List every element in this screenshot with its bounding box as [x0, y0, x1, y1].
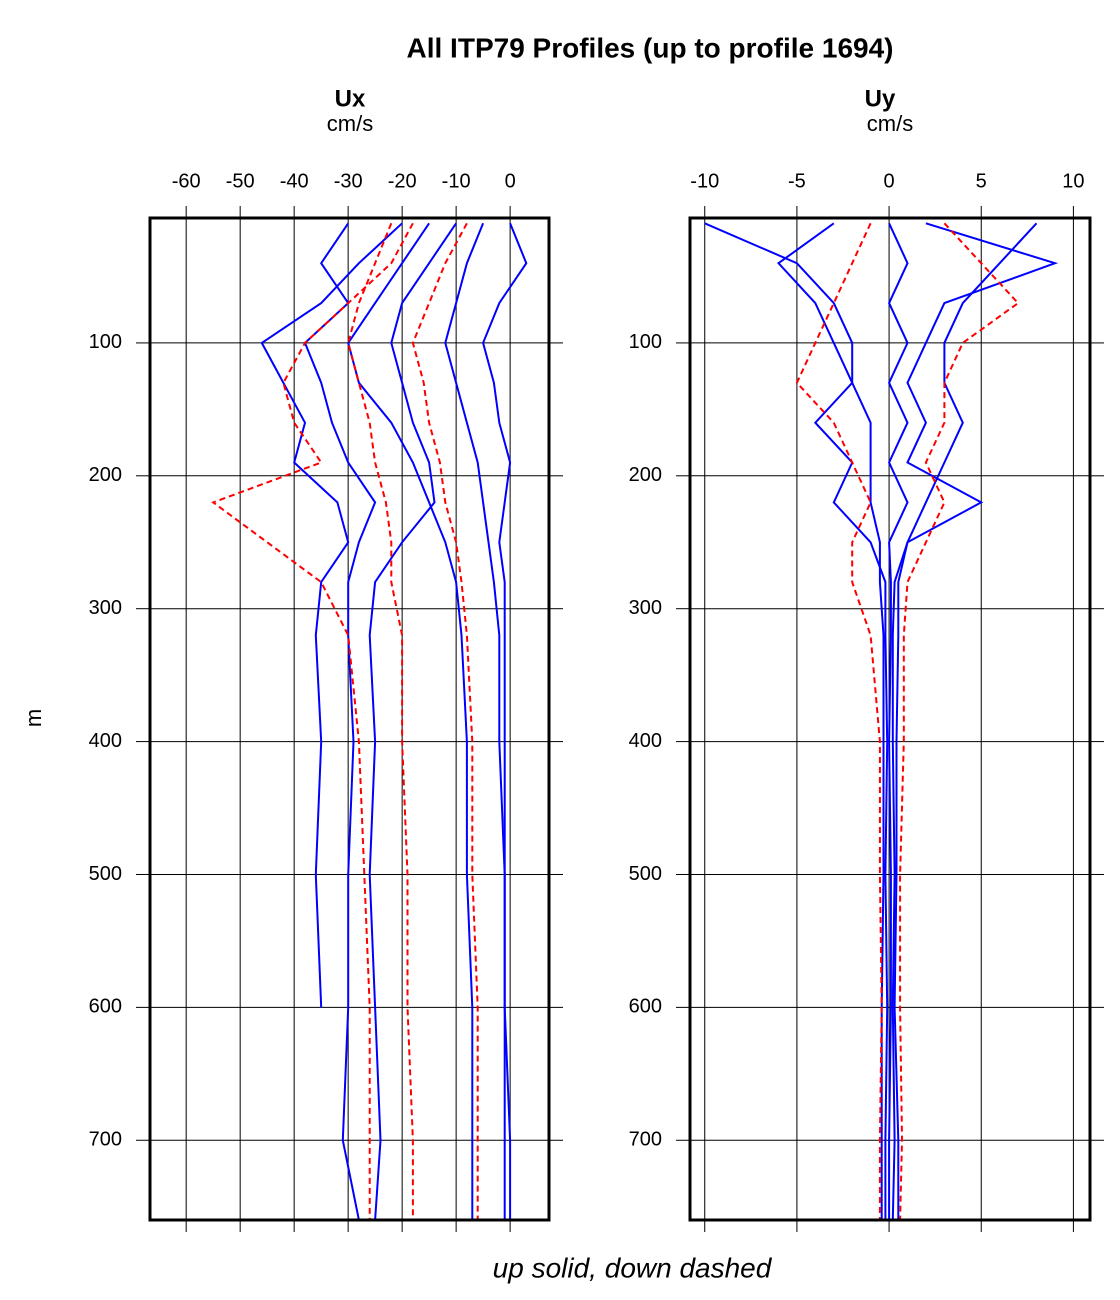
y-tick-label: 100: [89, 331, 122, 353]
y-tick-label: 700: [629, 1129, 662, 1151]
plot-frame: [688, 216, 1092, 1222]
y-tick-label: 200: [629, 464, 662, 486]
x-tick-label: -10: [442, 170, 471, 192]
y-tick-label: 200: [89, 464, 122, 486]
x-tick-label: -50: [226, 170, 255, 192]
profile-line: [893, 222, 1038, 1220]
x-tick-label: -5: [788, 170, 806, 192]
profile-line: [704, 222, 885, 1220]
y-tick-label: 100: [629, 331, 662, 353]
profile-line: [211, 222, 414, 1220]
x-tick-label: -40: [280, 170, 309, 192]
profile-line: [368, 222, 457, 1220]
y-tick-label: 400: [629, 730, 662, 752]
x-tick-label: -30: [334, 170, 363, 192]
profile-line: [303, 222, 377, 1220]
profile-line: [795, 222, 883, 1220]
panel-units: cm/s: [327, 111, 373, 136]
profile-line: [444, 222, 506, 1220]
panel-title: Ux: [335, 85, 366, 112]
profile-line: [260, 222, 403, 1008]
x-tick-label: -60: [172, 170, 201, 192]
x-tick-label: 10: [1062, 170, 1084, 192]
y-tick-label: 500: [89, 863, 122, 885]
y-tick-label: 300: [629, 597, 662, 619]
profile-line: [887, 222, 909, 1220]
x-tick-label: -10: [690, 170, 719, 192]
profile-line: [777, 222, 889, 1220]
profile-line: [891, 222, 1059, 1220]
x-axis-label: up solid, down dashed: [493, 1252, 773, 1283]
x-tick-label: -20: [388, 170, 417, 192]
panel-title: Uy: [865, 85, 896, 112]
y-tick-label: 300: [89, 597, 122, 619]
plot-frame: [148, 216, 551, 1222]
y-tick-label: 500: [629, 863, 662, 885]
x-tick-label: 5: [976, 170, 987, 192]
figure-title: All ITP79 Profiles (up to profile 1694): [407, 32, 894, 63]
panel-units: cm/s: [867, 111, 913, 136]
profile-line: [899, 222, 1020, 1220]
y-tick-label: 600: [629, 996, 662, 1018]
profile-line: [347, 222, 474, 1220]
y-tick-label: 700: [89, 1129, 122, 1151]
profile-line: [411, 222, 479, 1220]
profile-line: [482, 222, 528, 1220]
y-axis-label: m: [21, 709, 46, 727]
y-tick-label: 600: [89, 996, 122, 1018]
profile-line: [347, 222, 414, 1220]
x-tick-label: 0: [884, 170, 895, 192]
y-tick-label: 400: [89, 730, 122, 752]
x-tick-label: 0: [505, 170, 516, 192]
